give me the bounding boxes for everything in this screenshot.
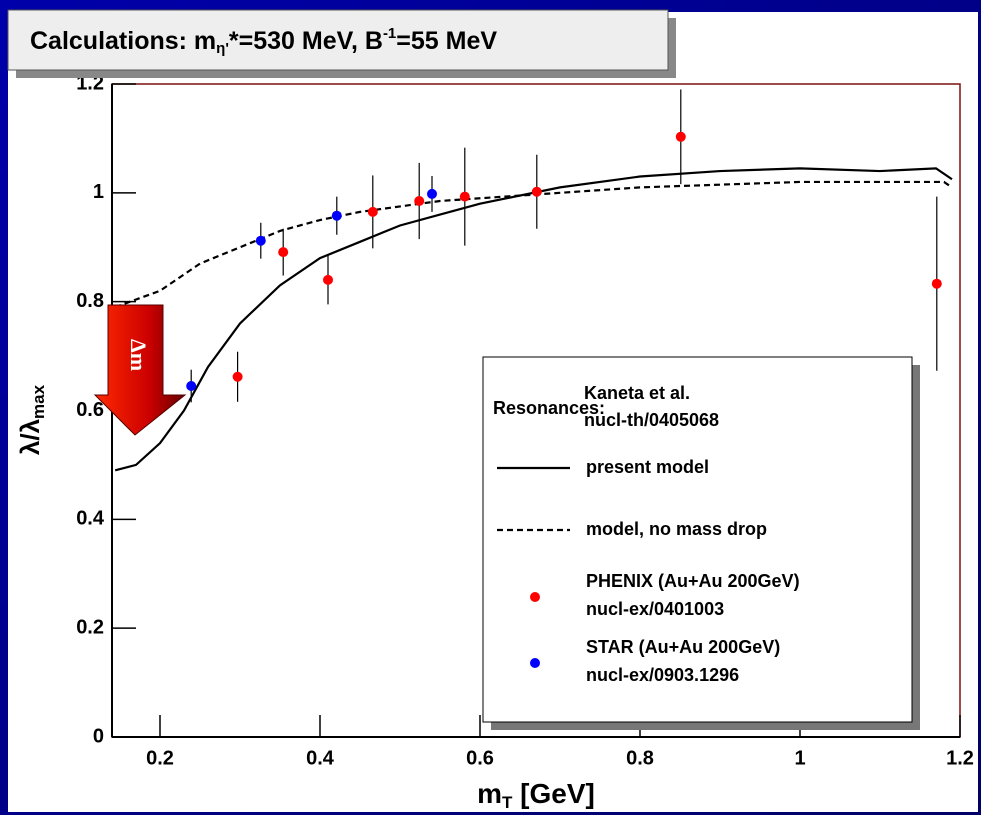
title-sub: η' xyxy=(216,40,229,57)
legend-swatch xyxy=(530,592,540,602)
legend-ref: nucl-ex/0401003 xyxy=(586,599,724,619)
legend-swatch xyxy=(530,658,540,668)
legend-ref: Kaneta et al. xyxy=(584,383,690,403)
data-point xyxy=(323,274,333,285)
legend-label: model, no mass drop xyxy=(586,519,767,539)
data-point xyxy=(278,247,289,258)
legend xyxy=(482,356,913,723)
y-tick-label: 0.8 xyxy=(76,290,104,312)
label-part: [GeV] xyxy=(512,778,594,809)
y-tick-label: 0.2 xyxy=(76,616,104,638)
x-tick-label: 0.4 xyxy=(306,747,335,769)
y-tick-label: 0.6 xyxy=(76,399,104,421)
legend-ref: nucl-th/0405068 xyxy=(584,410,719,430)
title-part: *=530 MeV, B xyxy=(229,27,383,55)
data-point xyxy=(414,195,425,206)
x-tick-label: 1.2 xyxy=(946,747,974,769)
data-point xyxy=(186,381,197,392)
title-part: =55 MeV xyxy=(396,27,497,55)
arrow xyxy=(93,304,187,436)
legend-label: PHENIX (Au+Au 200GeV) xyxy=(586,571,800,591)
x-tick-label: 1 xyxy=(794,747,805,769)
title-part: Calculations: m xyxy=(30,27,216,55)
data-point xyxy=(931,278,942,289)
label-part: m xyxy=(477,778,502,809)
x-tick-label: 0.2 xyxy=(146,747,174,769)
x-axis-label: mT [GeV] xyxy=(477,778,595,812)
y-tick-label: 0 xyxy=(93,725,104,747)
legend-ref: nucl-ex/0903.1296 xyxy=(586,665,739,685)
y-tick-label: 0.4 xyxy=(76,508,105,530)
model-line xyxy=(114,180,953,309)
data-point xyxy=(427,188,437,199)
chart-title: Calculations: mη'*=530 MeV, B-1=55 MeV xyxy=(30,25,497,57)
data-point xyxy=(255,235,266,246)
legend-label: present model xyxy=(586,457,709,477)
legend-title: Resonances: xyxy=(493,398,605,418)
data-point xyxy=(331,210,342,221)
legend-label: STAR (Au+Au 200GeV) xyxy=(586,637,780,657)
y-axis-label: λ/λmax xyxy=(15,384,49,455)
label-sub: T xyxy=(502,793,513,812)
data-point xyxy=(531,186,542,197)
title-box xyxy=(7,9,669,71)
data-point xyxy=(232,371,243,382)
x-tick-label: 0.8 xyxy=(626,747,654,769)
label-part: λ/λ xyxy=(15,418,45,455)
y-tick-label: 1 xyxy=(93,181,104,203)
title-sup: -1 xyxy=(383,25,396,42)
data-point xyxy=(675,131,686,142)
legend-entries: present model model, no mass drop PHENIX (… xyxy=(497,457,800,685)
x-tick-label: 0.6 xyxy=(466,747,494,769)
annotation: Δm xyxy=(126,339,151,371)
label-sub: max xyxy=(29,384,48,419)
model-line xyxy=(114,167,953,472)
data-point xyxy=(459,191,470,202)
data-point xyxy=(367,206,378,217)
